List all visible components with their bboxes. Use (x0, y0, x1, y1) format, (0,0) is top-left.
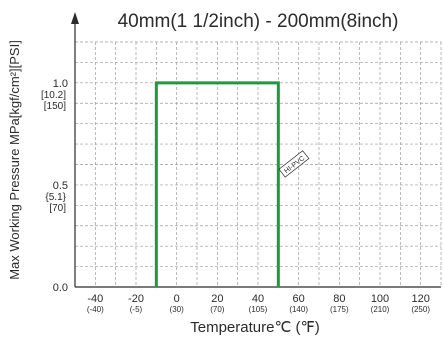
y-tick-label: 1.0 (53, 78, 68, 90)
x-tick-label: 100 (371, 293, 389, 305)
y-axis-label: Max Working Pressure MPa[kgf/cm²][PSI] (7, 40, 22, 280)
x-tick-label: 20 (211, 293, 223, 305)
x-tick-sublabel: (210) (371, 305, 390, 314)
x-tick-label: -40 (87, 293, 103, 305)
x-tick-label: 0 (174, 293, 180, 305)
x-axis-label: Temperature℃ (℉) (190, 319, 320, 336)
y-tick-sublabel: [10.2] (41, 90, 66, 101)
series-tag-box (278, 150, 310, 178)
x-tick-label: 80 (333, 293, 345, 305)
x-tick-label: 40 (252, 293, 264, 305)
y-tick-label: 0.0 (53, 282, 68, 294)
y-tick-labels: 0.0 0.5{5.1}[70] 1.0[10.2][150] (41, 78, 68, 294)
x-tick-sublabel: (140) (289, 305, 308, 314)
y-tick-sublabel: {5.1} (45, 192, 66, 203)
x-tick-sublabel: (70) (210, 305, 225, 314)
axes (71, 12, 441, 288)
series-tag: HI-PVC (278, 150, 310, 178)
x-tick-label: -20 (128, 293, 144, 305)
grid (74, 41, 442, 288)
x-tick-label: 60 (293, 293, 305, 305)
series-line (154, 81, 280, 287)
x-tick-label: 120 (411, 293, 429, 305)
x-tick-sublabel: (175) (330, 305, 349, 314)
x-tick-sublabel: (250) (411, 305, 430, 314)
y-axis-arrow (71, 12, 79, 24)
x-tick-sublabel: (105) (249, 305, 268, 314)
y-tick-sublabel: [70] (49, 203, 66, 214)
x-tick-labels: -40(-40) -20(-5) 0(30) 20(70) 40(105) 60(140)… (87, 293, 430, 314)
x-tick-sublabel: (30) (170, 305, 185, 314)
chart-title: 40mm(1 1/2inch) - 200mm(8inch) (118, 11, 399, 32)
y-tick-label: 0.5 (53, 180, 68, 192)
x-tick-sublabel: (-40) (87, 305, 104, 314)
y-tick-sublabel: [150] (44, 101, 66, 112)
x-tick-sublabel: (-5) (130, 305, 143, 314)
